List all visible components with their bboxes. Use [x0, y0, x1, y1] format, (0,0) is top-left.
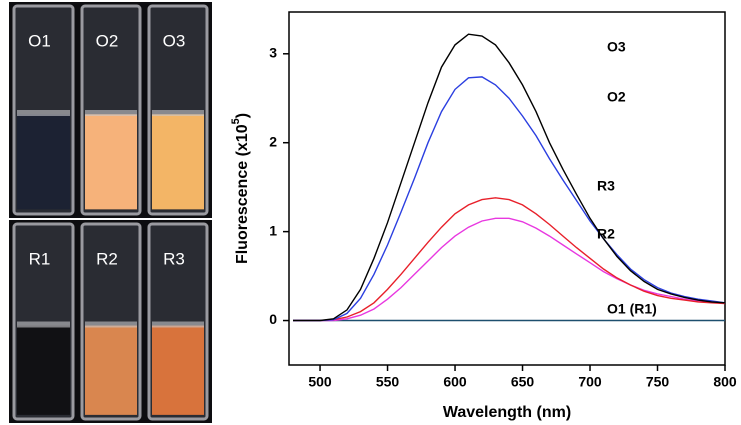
meniscus	[17, 110, 70, 116]
y-tick-label: 0	[269, 311, 277, 327]
x-tick-label: 650	[511, 374, 535, 390]
liquid	[152, 326, 204, 415]
x-tick-label: 700	[578, 374, 602, 390]
x-tick-label: 500	[308, 374, 332, 390]
panel-label: O3	[163, 31, 186, 50]
panel-label: R3	[163, 249, 185, 268]
panel-label: O2	[96, 31, 119, 50]
y-tick-label: 3	[269, 44, 277, 60]
y-tick-label: 2	[269, 133, 277, 149]
y-label-suffix: )	[234, 113, 251, 118]
meniscus	[152, 322, 204, 328]
x-tick-label: 550	[376, 374, 400, 390]
x-tick-label: 600	[443, 374, 467, 390]
panel-label: R1	[29, 249, 51, 268]
meniscus	[85, 110, 137, 116]
series-label: O3	[607, 39, 626, 55]
series-label: O1 (R1)	[607, 301, 657, 317]
panel-label: R2	[96, 249, 118, 268]
liquid	[85, 326, 137, 415]
meniscus	[17, 322, 70, 328]
series-label: R2	[597, 226, 615, 242]
cuvette-photo: O1	[9, 2, 78, 218]
cuvette-photo: O2	[77, 2, 145, 218]
liquid	[85, 114, 137, 209]
photo-panel: O1 O2 O3 R1 R2 R3	[9, 2, 212, 423]
y-tick-label: 1	[269, 222, 277, 238]
x-tick-label: 750	[646, 374, 670, 390]
panel-label: O1	[28, 31, 51, 50]
series-label: O2	[607, 89, 626, 105]
figure: O1 O2 O3 R1 R2 R3 500 550 600 650 700 750 800 0 1 2 3 Wa…	[0, 0, 741, 425]
cuvette-photo: R3	[144, 220, 212, 423]
liquid	[17, 326, 70, 415]
liquid	[152, 114, 204, 209]
cuvette-photo: R1	[9, 220, 78, 423]
meniscus	[152, 110, 204, 116]
x-axis-label: Wavelength (nm)	[443, 404, 571, 421]
cuvette-photo: O3	[144, 2, 212, 218]
meniscus	[85, 322, 137, 328]
liquid	[17, 114, 70, 209]
y-label-text: Fluorescence (x10	[234, 124, 251, 264]
cuvette-photo: R2	[77, 220, 145, 423]
series-label: R3	[597, 178, 615, 194]
x-tick-label: 800	[713, 374, 737, 390]
